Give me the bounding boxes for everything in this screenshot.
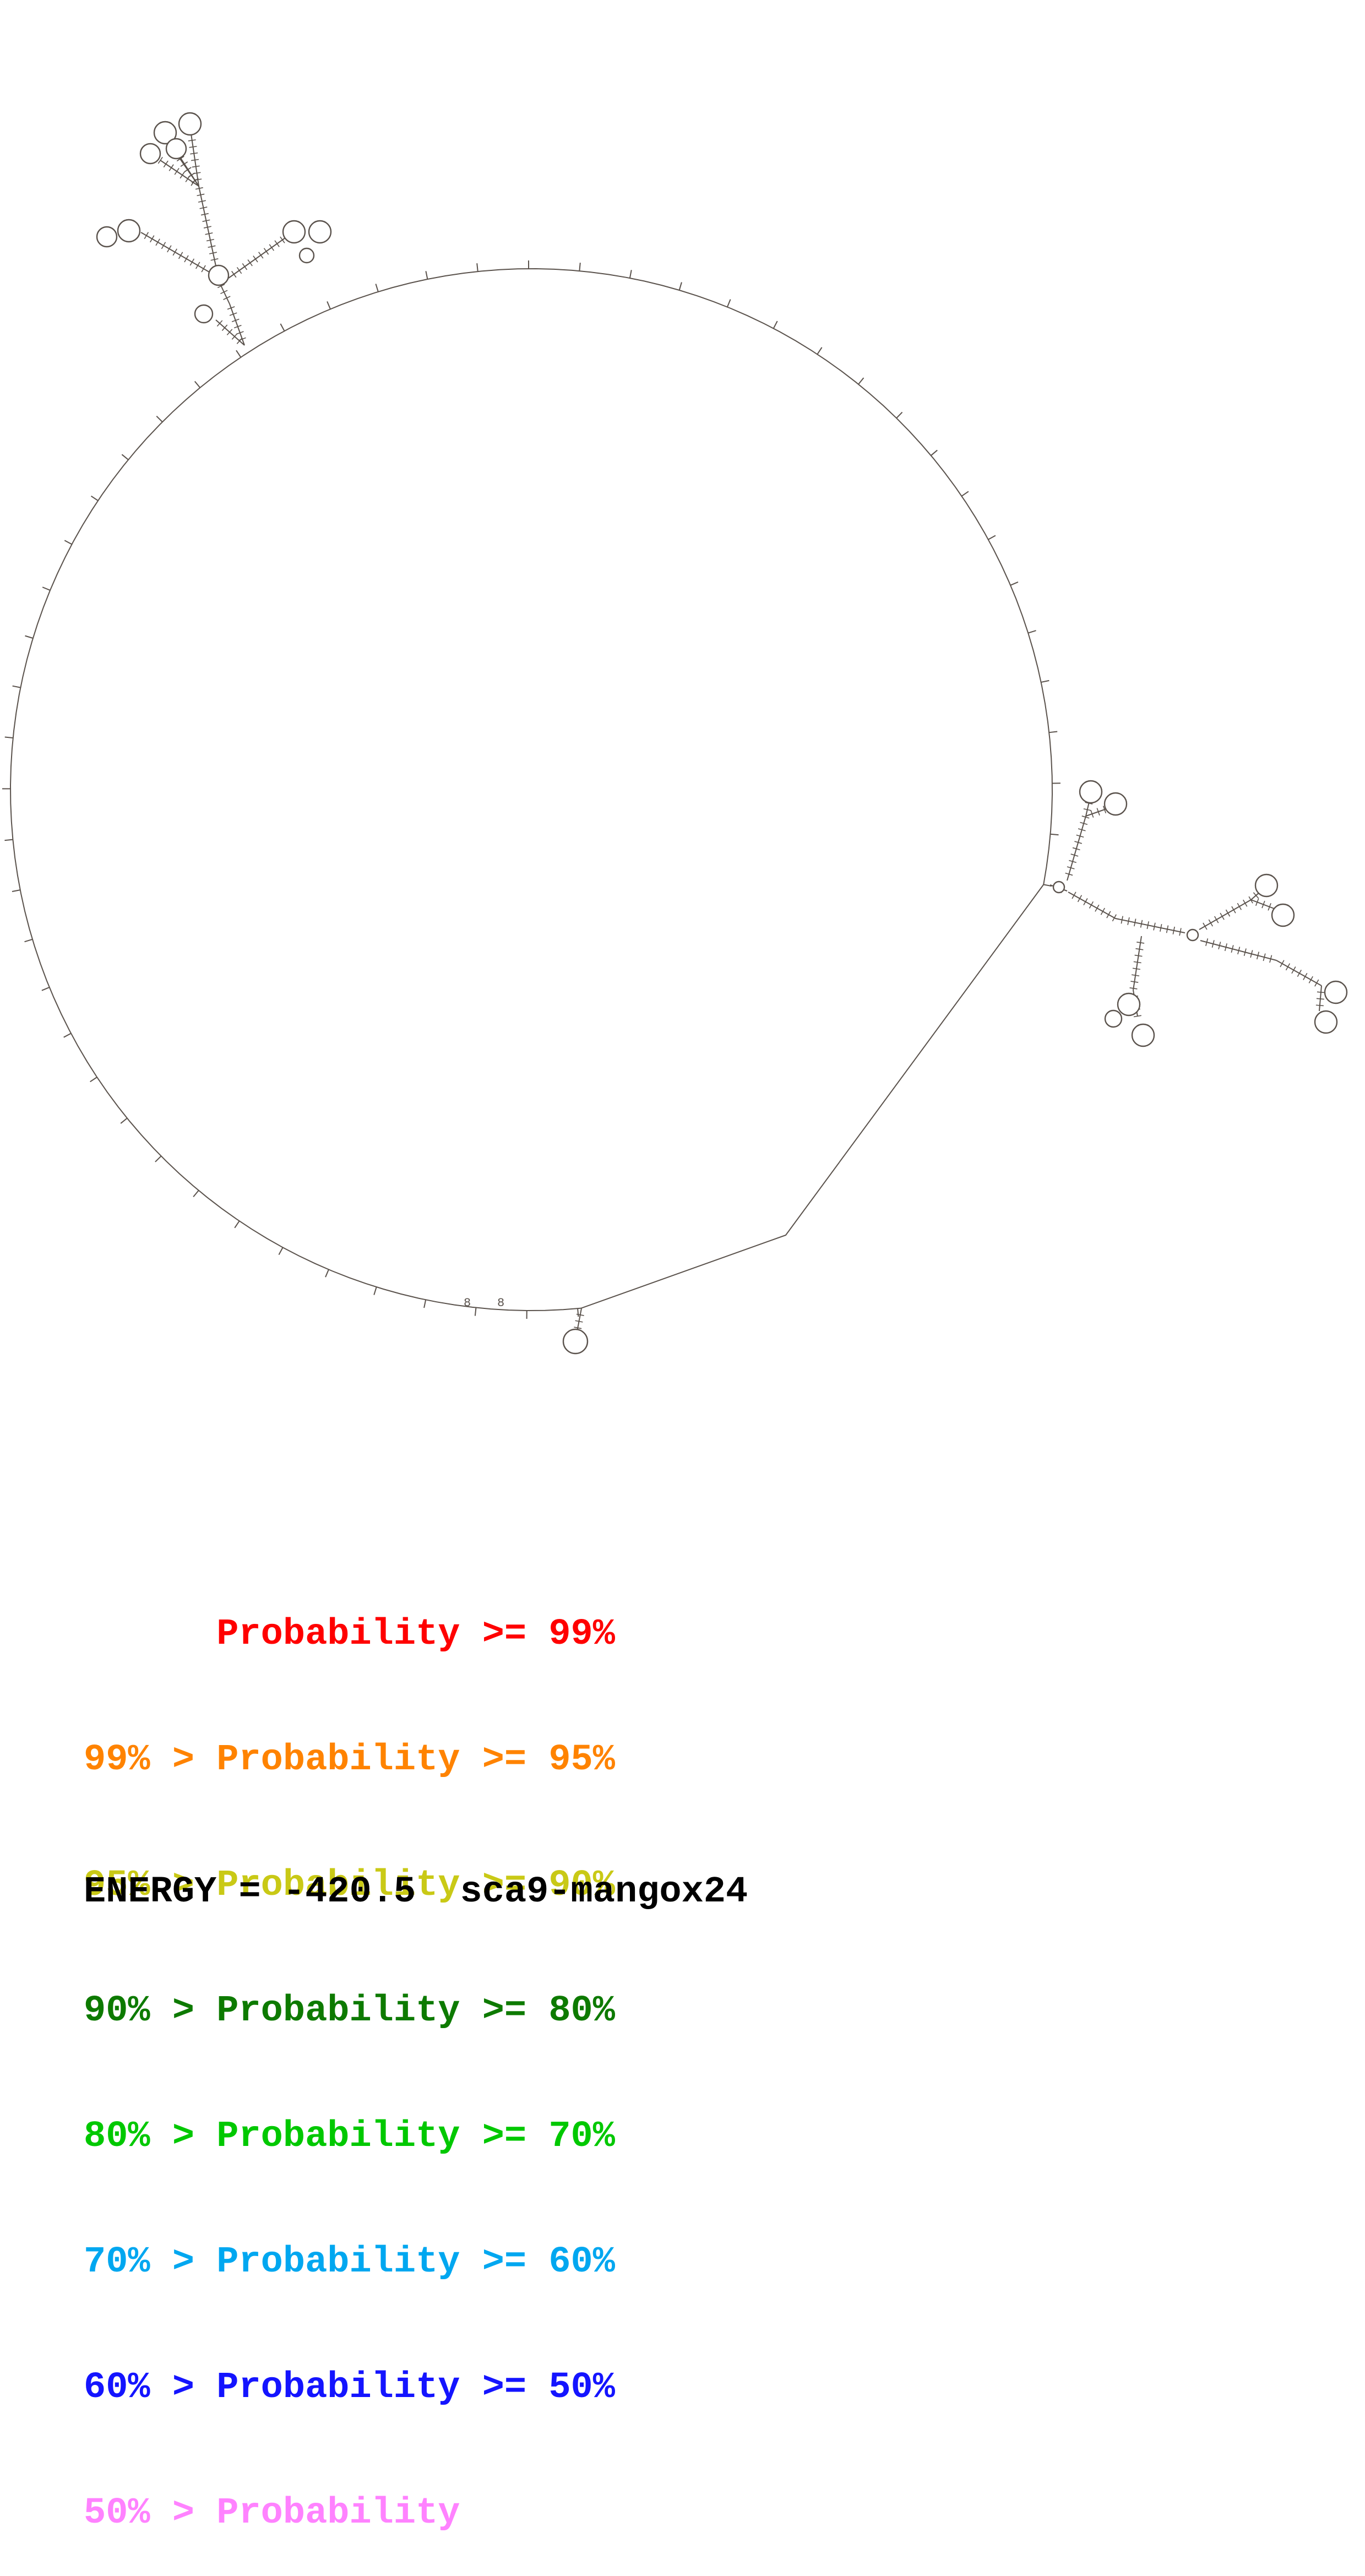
helix-stems: [141, 133, 1325, 1332]
svg-text:8: 8: [497, 1296, 504, 1310]
legend-entry-99: Probability >= 99%: [84, 1613, 615, 1655]
legend-entry-95: 99% > Probability >= 95%: [84, 1739, 615, 1781]
legend-entry-80: 90% > Probability >= 80%: [84, 1990, 615, 2032]
base-tick-marks: [2, 260, 1061, 1319]
legend-entry-50: 60% > Probability >= 50%: [84, 2367, 615, 2409]
svg-text:8: 8: [464, 1296, 471, 1310]
exterior-loop-arc: [10, 269, 1052, 1311]
probability-legend: Probability >= 99% 99% > Probability >= …: [84, 1530, 615, 2576]
legend-entry-70: 80% > Probability >= 70%: [84, 2116, 615, 2157]
legend-entry-60: 70% > Probability >= 60%: [84, 2241, 615, 2283]
exterior-loop-chords: [581, 884, 1044, 1308]
energy-label: ENERGY = -420.5 sca9-mangox24: [84, 1871, 748, 1913]
legend-entry-below: 50% > Probability: [84, 2492, 615, 2534]
hairpin-loop-circles: [97, 113, 1347, 1354]
